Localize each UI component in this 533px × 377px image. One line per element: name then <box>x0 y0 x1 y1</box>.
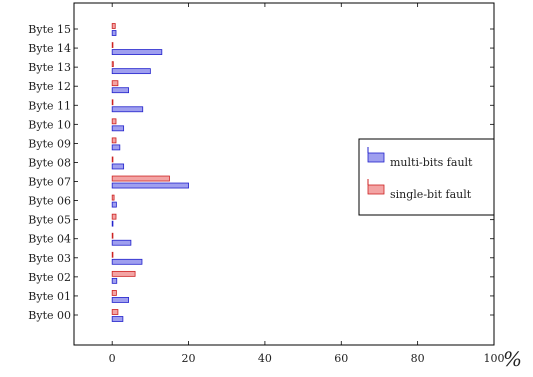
multi-bits-bar-byte-04 <box>111 239 132 246</box>
single-bit-bar-byte-01 <box>111 290 117 296</box>
y-tick-label-byte-07: Byte 07 <box>28 176 71 189</box>
y-tick-label-byte-12: Byte 12 <box>28 80 71 93</box>
single-bit-bar-byte-08 <box>111 156 114 163</box>
x-tick-label-20: 20 <box>182 352 196 365</box>
multi-bits-bar-byte-13 <box>111 68 151 75</box>
y-tick-label-byte-05: Byte 05 <box>28 214 71 227</box>
single-bit-bar-byte-07 <box>111 175 170 182</box>
y-tick-label-byte-06: Byte 06 <box>28 195 71 208</box>
legend-swatch-single-bit <box>367 184 385 195</box>
y-tick-label-byte-10: Byte 10 <box>28 118 71 131</box>
y-tick-label-byte-13: Byte 13 <box>28 61 71 74</box>
multi-bits-bar-byte-11 <box>111 106 144 113</box>
single-bit-bar-byte-09 <box>111 137 117 144</box>
bars-group <box>111 23 189 322</box>
x-tick-label-80: 80 <box>411 352 425 365</box>
multi-bits-bar-byte-03 <box>111 258 143 265</box>
single-bit-bar-byte-02 <box>111 270 136 277</box>
x-tick-label-40: 40 <box>258 352 272 365</box>
y-tick-label-byte-04: Byte 04 <box>28 233 71 246</box>
multi-bits-bar-byte-02 <box>111 277 118 284</box>
single-bit-bar-byte-05 <box>111 213 117 220</box>
single-bit-bar-byte-00 <box>111 309 119 315</box>
y-tick-label-byte-15: Byte 15 <box>28 23 71 36</box>
multi-bits-bar-byte-05 <box>111 220 114 227</box>
multi-bits-bar-byte-01 <box>111 297 129 303</box>
x-unit-label: % <box>503 347 522 371</box>
single-bit-bar-byte-14 <box>111 42 114 48</box>
x-tick-label-0: 0 <box>109 352 116 365</box>
y-tick-label-byte-00: Byte 00 <box>28 309 71 322</box>
single-bit-bar-byte-03 <box>111 251 114 258</box>
multi-bits-bar-byte-06 <box>111 201 117 208</box>
y-tick-label-byte-01: Byte 01 <box>28 290 71 303</box>
multi-bits-bar-byte-15 <box>111 30 117 36</box>
multi-bits-bar-byte-07 <box>111 182 189 189</box>
single-bit-bar-byte-10 <box>111 118 117 125</box>
single-bit-bar-byte-04 <box>111 232 114 239</box>
legend-label-multi-bits: multi-bits fault <box>390 156 473 169</box>
legend-swatch-multi-bits <box>367 152 385 163</box>
multi-bits-bar-byte-10 <box>111 125 125 132</box>
legend-box <box>358 138 495 216</box>
x-axis-ticks: 0 20 40 60 80 100 <box>109 3 505 365</box>
multi-bits-bar-byte-12 <box>111 87 129 94</box>
single-bit-bar-byte-13 <box>111 61 114 68</box>
multi-bits-bar-byte-14 <box>111 49 163 55</box>
y-tick-label-byte-02: Byte 02 <box>28 271 71 284</box>
single-bit-bar-byte-11 <box>111 99 114 106</box>
single-bit-bar-byte-06 <box>111 194 115 201</box>
single-bit-bar-byte-12 <box>111 80 119 87</box>
y-tick-label-byte-09: Byte 09 <box>28 137 71 150</box>
y-axis-ticks: Byte 00 Byte 01 Byte 02 Byte 03 Byte 04 Byte … <box>28 23 494 322</box>
y-tick-label-byte-08: Byte 08 <box>28 156 71 169</box>
y-tick-label-byte-03: Byte 03 <box>28 252 71 265</box>
multi-bits-bar-byte-08 <box>111 163 125 170</box>
legend: multi-bits fault single-bit fault <box>358 138 495 216</box>
y-tick-label-byte-14: Byte 14 <box>28 42 71 55</box>
x-tick-label-60: 60 <box>334 352 348 365</box>
legend-label-single-bit: single-bit fault <box>390 188 472 201</box>
y-tick-label-byte-11: Byte 11 <box>28 99 71 112</box>
multi-bits-bar-byte-00 <box>111 316 124 322</box>
single-bit-bar-byte-15 <box>111 23 116 29</box>
x-tick-label-100: 100 <box>484 352 505 365</box>
multi-bits-bar-byte-09 <box>111 144 121 151</box>
